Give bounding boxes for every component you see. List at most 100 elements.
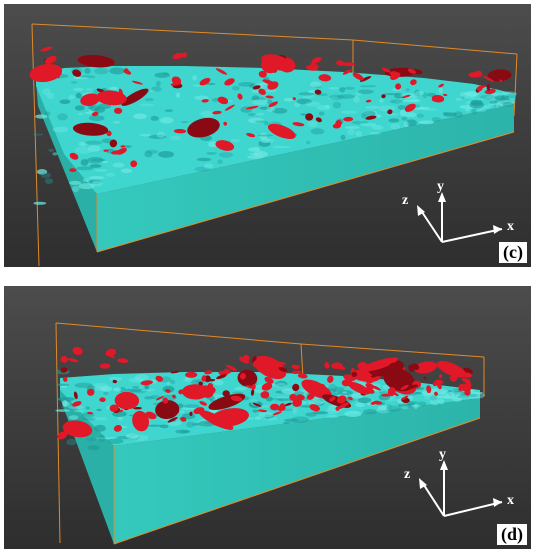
surface-ripple (415, 90, 425, 95)
surface-ripple (234, 386, 247, 391)
vortex-blob (347, 381, 371, 395)
vortex-blob (155, 375, 164, 382)
vortex-blob (284, 402, 292, 407)
vortex-blob (292, 122, 305, 127)
vortex-blob (60, 355, 68, 363)
vortex-blob (224, 104, 235, 111)
surface-ripple (344, 86, 356, 90)
vortex-blob (181, 52, 187, 58)
surface-ripple (169, 135, 182, 140)
surface-ripple (232, 391, 244, 394)
vortex-blob (336, 60, 345, 66)
surface-ripple (162, 72, 169, 75)
domain-box-wireframe (55, 322, 485, 544)
surface-ripple (85, 406, 90, 410)
axis-x-label: x (507, 493, 514, 508)
vortex-blob (215, 68, 228, 75)
vortex-blob (174, 128, 187, 134)
vortex-blob (72, 346, 83, 356)
vortex-blob (60, 367, 68, 373)
domain-box-wireframe (31, 23, 518, 267)
surface-ripple (436, 396, 450, 399)
vortex-blob (314, 89, 322, 95)
surface-ripple (324, 105, 330, 108)
surface-ripple (74, 382, 93, 388)
surface-ripple (459, 393, 466, 397)
surface-ripple (340, 110, 358, 114)
vortex-blob (130, 160, 138, 168)
vortex-blob (404, 103, 416, 112)
vortex-blob (118, 88, 123, 97)
vortex-blob (305, 113, 314, 121)
vortex-blob (240, 372, 246, 380)
vortex-blob (189, 411, 193, 416)
surface-ripple (87, 445, 100, 451)
vortex-blob (224, 78, 235, 86)
surface-ripple (113, 121, 121, 124)
surface-ripple (66, 438, 77, 446)
vortex-blob (275, 361, 287, 365)
surface-ripple (416, 401, 427, 407)
vortex-blob (381, 67, 391, 73)
surface-ripple (148, 134, 167, 139)
surface-ripple (329, 94, 344, 101)
vortex-blob (291, 364, 300, 370)
surface-ripple (304, 101, 321, 107)
vortex-blob (400, 395, 409, 401)
surface-ripple (103, 391, 109, 396)
panel-d: x y z (d) (4, 286, 531, 549)
axis-z-label: z (404, 467, 410, 482)
vortex-blob (306, 393, 315, 400)
vortex-blob (296, 394, 305, 401)
vortex-blob (292, 97, 296, 101)
surface-ripple (272, 146, 291, 149)
vortex-blob (366, 380, 373, 384)
surface-ripple (291, 416, 310, 423)
vortex-blob (72, 122, 109, 136)
surface-ripple (128, 377, 144, 383)
box-edge (113, 417, 481, 545)
vortex-blob (185, 371, 198, 378)
surface-ripple (183, 404, 200, 408)
surface-ripple (401, 406, 409, 410)
surface-ripple (247, 117, 265, 124)
vortex-blob (167, 417, 178, 423)
vortex-blob (162, 397, 169, 404)
surface-ripple (68, 415, 79, 420)
vortex-blob (265, 95, 274, 99)
surface-ripple (427, 92, 436, 97)
vortex-blob (137, 420, 142, 425)
vortex-blob (343, 116, 354, 122)
vortex-structures (57, 346, 474, 440)
vortex-blob (117, 358, 129, 364)
vortex-blob (342, 62, 355, 67)
vortex-blob (371, 373, 379, 378)
surface-ripple (431, 117, 442, 122)
vortex-blob (114, 107, 123, 114)
vortex-blob (268, 360, 274, 367)
vortex-blob (261, 55, 281, 74)
surface-ripple (82, 178, 90, 183)
surface-ripple (253, 146, 259, 151)
vortex-blob (271, 372, 284, 378)
vortex-blob (461, 377, 471, 384)
surface-ripple (493, 104, 501, 108)
surface-ripple (89, 164, 102, 168)
vortex-blob (365, 115, 377, 120)
surface-ripple (112, 162, 125, 168)
surface-ripple (397, 105, 406, 110)
vortex-blob (329, 396, 336, 402)
surface-ripple (457, 395, 470, 399)
surface-ripple (318, 111, 325, 116)
surface-ripple (55, 409, 70, 412)
surface-ripple (252, 99, 270, 106)
surface-ripple (327, 97, 339, 100)
vortex-blob (120, 145, 126, 148)
surface-ripple (379, 98, 384, 104)
surface-ripple (78, 183, 95, 190)
surface-ripple (307, 120, 318, 128)
surface-ripple (72, 185, 80, 193)
vortex-blob (335, 364, 346, 370)
vortex-blob (252, 360, 262, 368)
vortex-blob (351, 371, 358, 378)
